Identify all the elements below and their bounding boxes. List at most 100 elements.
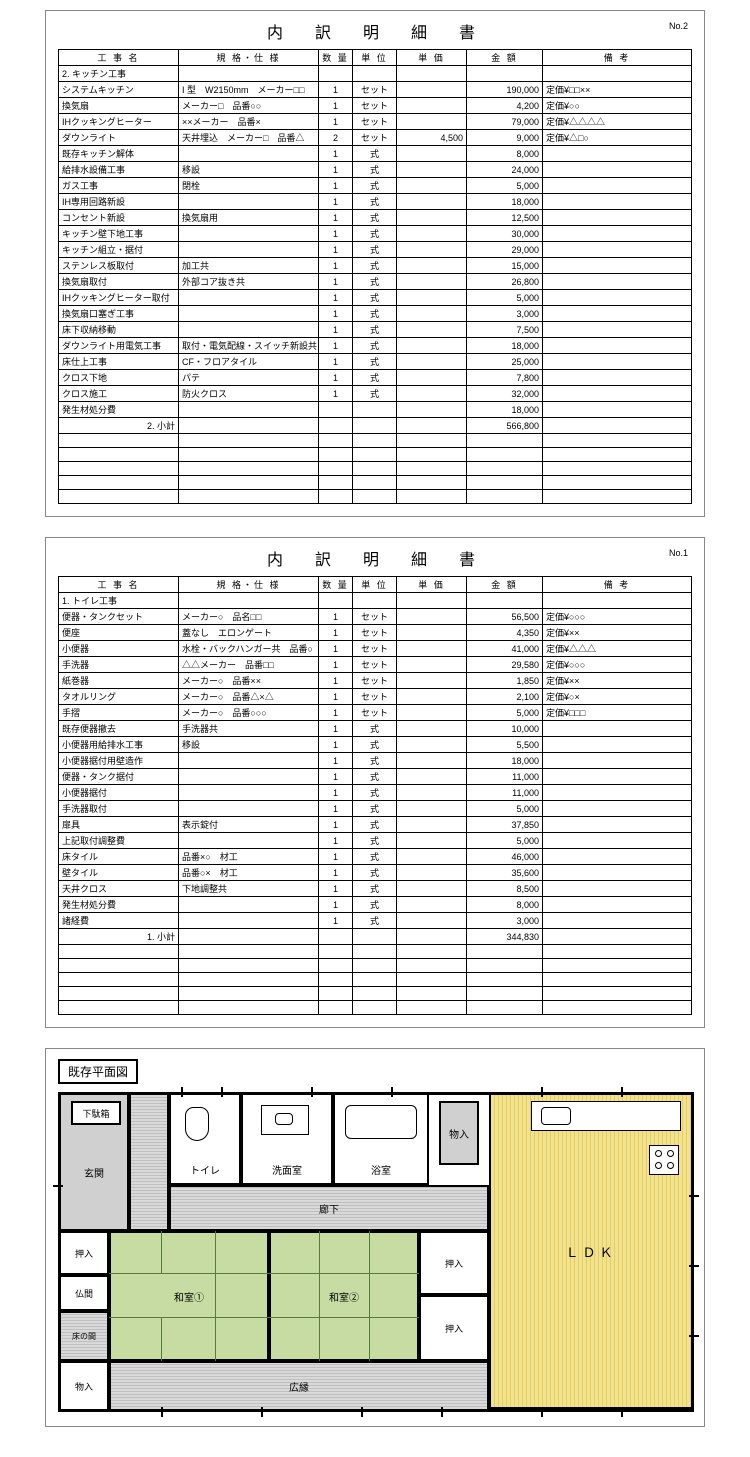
cell-name: ダウンライト bbox=[59, 130, 179, 146]
table-row: システムキッチンI 型 W2150mm メーカー□□1セット190,000定価¥… bbox=[59, 82, 692, 98]
cell-unit: セット bbox=[353, 82, 397, 98]
cell-note bbox=[543, 865, 692, 881]
cell-qty: 1 bbox=[319, 82, 353, 98]
door-tick bbox=[621, 1407, 623, 1417]
cell-name: IHクッキングヒーター bbox=[59, 114, 179, 130]
blank-row bbox=[59, 987, 692, 1001]
cell-price bbox=[397, 322, 467, 338]
cell-qty: 1 bbox=[319, 913, 353, 929]
cell-price bbox=[397, 98, 467, 114]
cell-name: 小便器 bbox=[59, 641, 179, 657]
cell-name: 換気扇取付 bbox=[59, 274, 179, 290]
cell-amount: 35,600 bbox=[467, 865, 543, 881]
cell-qty: 1 bbox=[319, 354, 353, 370]
cell-amount: 46,000 bbox=[467, 849, 543, 865]
cell-unit: 式 bbox=[353, 338, 397, 354]
table-row: クロス下地パテ1式7,800 bbox=[59, 370, 692, 386]
cell-qty: 1 bbox=[319, 737, 353, 753]
cell-amount: 8,000 bbox=[467, 146, 543, 162]
cell-name: 既存便器撤去 bbox=[59, 721, 179, 737]
cell-note: 定価¥△△△ bbox=[543, 641, 692, 657]
table-row: 手洗器取付1式5,000 bbox=[59, 801, 692, 817]
col-price: 単 価 bbox=[397, 577, 467, 593]
cell-name: 諸経費 bbox=[59, 913, 179, 929]
cell-name: 換気扇 bbox=[59, 98, 179, 114]
table-row: 天井クロス下地調整共1式8,500 bbox=[59, 881, 692, 897]
cell-spec bbox=[179, 226, 319, 242]
blank-row bbox=[59, 959, 692, 973]
cell-note bbox=[543, 897, 692, 913]
cell-qty: 1 bbox=[319, 609, 353, 625]
cell-spec: ××メーカー 品番× bbox=[179, 114, 319, 130]
cell-unit bbox=[353, 402, 397, 418]
cell-spec: 移設 bbox=[179, 162, 319, 178]
cell-spec: 品番×○ 材工 bbox=[179, 849, 319, 865]
cell-price bbox=[397, 242, 467, 258]
cell-amount: 5,000 bbox=[467, 290, 543, 306]
cell-price bbox=[397, 881, 467, 897]
cell-amount: 3,000 bbox=[467, 913, 543, 929]
blank-row bbox=[59, 476, 692, 490]
cell-note bbox=[543, 194, 692, 210]
cell-amount: 24,000 bbox=[467, 162, 543, 178]
cell-price bbox=[397, 338, 467, 354]
table-row: タオルリングメーカー○ 品番△×△1セット2,100定価¥○× bbox=[59, 689, 692, 705]
cell-amount: 190,000 bbox=[467, 82, 543, 98]
table-row: 換気扇取付外部コア抜き共1式26,800 bbox=[59, 274, 692, 290]
cell-price bbox=[397, 370, 467, 386]
cell-spec: 下地調整共 bbox=[179, 881, 319, 897]
table-row: 手洗器△△メーカー 品番□□1セット29,580定価¥○○○ bbox=[59, 657, 692, 673]
cell-note bbox=[543, 402, 692, 418]
cell-name: 手洗器 bbox=[59, 657, 179, 673]
blank-row bbox=[59, 462, 692, 476]
cell-qty: 1 bbox=[319, 801, 353, 817]
cell-name: 手摺 bbox=[59, 705, 179, 721]
cell-name: クロス施工 bbox=[59, 386, 179, 402]
door-tick bbox=[181, 1087, 183, 1097]
room-rouka: 廊下 bbox=[169, 1185, 489, 1231]
cell-price bbox=[397, 689, 467, 705]
cell-qty: 1 bbox=[319, 226, 353, 242]
burner-icon bbox=[667, 1150, 674, 1157]
cell-amount: 30,000 bbox=[467, 226, 543, 242]
col-spec: 規 格・仕 様 bbox=[179, 50, 319, 66]
cell-unit: セット bbox=[353, 673, 397, 689]
table-row: ステンレス板取付加工共1式15,000 bbox=[59, 258, 692, 274]
cell-spec: パテ bbox=[179, 370, 319, 386]
burner-icon bbox=[667, 1162, 674, 1169]
cell-price bbox=[397, 114, 467, 130]
table-row: 便座蓋なし エロンゲート1セット4,350定価¥×× bbox=[59, 625, 692, 641]
cell-amount: 29,000 bbox=[467, 242, 543, 258]
cell-price bbox=[397, 897, 467, 913]
tatami-line bbox=[269, 1317, 419, 1318]
col-note: 備 考 bbox=[543, 50, 692, 66]
cell-note: 定価¥×× bbox=[543, 673, 692, 689]
cell-spec: 閉栓 bbox=[179, 178, 319, 194]
cell-amount: 26,800 bbox=[467, 274, 543, 290]
cell-qty: 1 bbox=[319, 689, 353, 705]
cell-unit: 式 bbox=[353, 258, 397, 274]
cell-price bbox=[397, 162, 467, 178]
cell-name: 小便器据付用壁造作 bbox=[59, 753, 179, 769]
cell-qty: 1 bbox=[319, 833, 353, 849]
cell-unit: セット bbox=[353, 609, 397, 625]
table-row: 壁タイル品番○× 材工1式35,600 bbox=[59, 865, 692, 881]
cell-name: システムキッチン bbox=[59, 82, 179, 98]
cell-name: 手洗器取付 bbox=[59, 801, 179, 817]
cell-spec: メーカー○ 品番△×△ bbox=[179, 689, 319, 705]
cell-spec bbox=[179, 322, 319, 338]
cell-name: IHクッキングヒーター取付 bbox=[59, 290, 179, 306]
cell-qty: 1 bbox=[319, 146, 353, 162]
cell-name: 上記取付調整費 bbox=[59, 833, 179, 849]
cell-spec: メーカー○ 品名□□ bbox=[179, 609, 319, 625]
burner-icon bbox=[655, 1150, 662, 1157]
cell-name: 天井クロス bbox=[59, 881, 179, 897]
cell-amount: 37,850 bbox=[467, 817, 543, 833]
page-number: No.1 bbox=[669, 548, 688, 558]
cell-qty: 1 bbox=[319, 657, 353, 673]
cell-price bbox=[397, 913, 467, 929]
cell-unit: 式 bbox=[353, 274, 397, 290]
cell-unit: 式 bbox=[353, 226, 397, 242]
cell-spec bbox=[179, 306, 319, 322]
burner-icon bbox=[655, 1162, 662, 1169]
